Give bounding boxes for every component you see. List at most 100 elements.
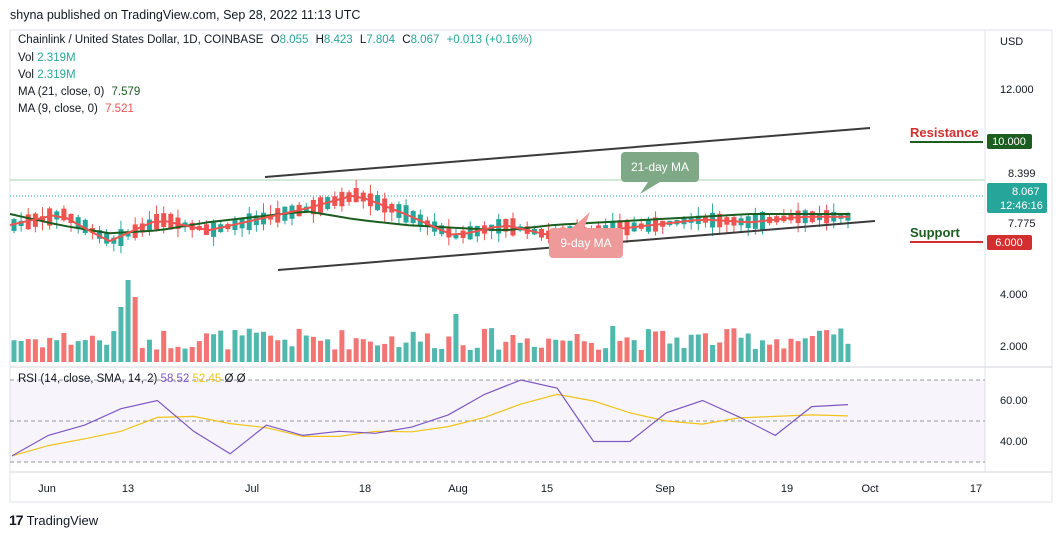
candle-body	[125, 232, 131, 237]
volume-bar	[588, 342, 594, 362]
volume-bar	[681, 347, 687, 362]
volume-bar	[382, 343, 388, 362]
volume-bar	[774, 339, 780, 362]
vol-label: Vol	[18, 52, 34, 64]
currency-label: USD	[1000, 36, 1023, 48]
candle-body	[139, 223, 145, 233]
volume-bar	[403, 342, 409, 362]
volume-bar	[809, 335, 815, 362]
volume-bar	[496, 349, 502, 362]
volume-bar	[125, 280, 131, 362]
volume-bar	[474, 347, 480, 362]
volume-bar	[146, 339, 152, 362]
candle-body	[82, 219, 88, 234]
candle-body	[161, 213, 167, 227]
candle-body	[104, 233, 110, 244]
volume-bar	[546, 338, 552, 362]
volume-bar	[645, 329, 651, 362]
volume-bar	[574, 333, 580, 362]
volume-bar	[303, 335, 309, 362]
volume-bar	[325, 339, 331, 362]
volume-bar	[710, 344, 716, 362]
volume-bar	[375, 345, 381, 362]
volume-bar	[581, 341, 587, 362]
tradingview-footer[interactable]: 17 TradingView	[9, 512, 98, 528]
volume-bar	[18, 340, 24, 362]
high-value: 8.423	[323, 34, 353, 46]
ma9-label: MA (9, close, 0)	[18, 103, 98, 115]
volume-bar	[674, 337, 680, 362]
volume-bar	[75, 341, 81, 362]
volume-bar	[702, 333, 708, 362]
volume-bar	[467, 349, 473, 362]
volume-bar	[781, 348, 787, 362]
resistance-value-tag	[987, 134, 1032, 149]
support-value-tag	[987, 235, 1032, 250]
volume-bar	[510, 335, 516, 362]
volume-bar	[567, 340, 573, 362]
ma21-line	[9, 210, 850, 235]
volume-bar	[353, 338, 359, 362]
price-tick: 4.000	[1000, 289, 1028, 301]
rsi-tick: 60.00	[1000, 395, 1028, 407]
volume-bar	[139, 348, 145, 362]
volume-bar	[275, 340, 281, 362]
volume-bar	[717, 342, 723, 362]
vol-value: 2.319M	[37, 69, 76, 81]
candle-body	[75, 217, 81, 228]
resistance-label: Resistance	[910, 125, 979, 140]
volume-bar	[824, 330, 830, 362]
volume-bar	[610, 326, 616, 362]
time-tick: 18	[359, 483, 371, 495]
candlesticks	[11, 179, 851, 254]
rsi-extra: Ø	[236, 373, 246, 385]
tradingview-logo-icon: 17	[9, 512, 24, 528]
volume-bar	[503, 341, 509, 362]
volume-bar	[802, 338, 808, 362]
volume-bar	[489, 328, 495, 362]
ma9-legend: MA (9, close, 0) 7.521	[18, 103, 134, 115]
open-value: 8.055	[279, 34, 309, 46]
candle-body	[146, 219, 152, 230]
time-tick: Sep	[655, 483, 675, 495]
price-tick: 12.000	[1000, 84, 1034, 96]
candle-body	[453, 233, 459, 239]
volume-bar	[11, 340, 17, 362]
volume-bar	[453, 314, 459, 362]
rsi-tick: 40.00	[1000, 436, 1028, 448]
chart-frame	[9, 29, 1053, 503]
ma21-callout: 21-day MA	[621, 152, 699, 194]
volume-bar	[660, 330, 666, 362]
volume-bar	[667, 343, 673, 362]
volume-bar	[218, 330, 224, 362]
rsi-sma-value: 52.45	[192, 373, 222, 385]
volume-bar	[396, 347, 402, 362]
volume-bar	[203, 333, 209, 362]
volume-bar	[596, 349, 602, 362]
volume-bar	[61, 332, 67, 362]
resistance-value: 10.000	[992, 136, 1026, 148]
time-tick: Oct	[861, 483, 878, 495]
volume-bar	[688, 334, 694, 362]
vol-legend-1: Vol 2.319M	[18, 52, 76, 64]
time-tick: 15	[541, 483, 553, 495]
volume-bar	[239, 335, 245, 362]
volume-bar	[118, 307, 124, 362]
volume-bar	[68, 344, 74, 362]
volume-bar	[788, 338, 794, 362]
volume-bar	[367, 341, 373, 362]
volume-bar	[40, 347, 46, 362]
volume-bar	[111, 331, 117, 362]
last-price-tag	[987, 183, 1047, 213]
volume-bar	[638, 349, 644, 362]
high-marker: 8.399	[1008, 168, 1036, 180]
candle-body	[61, 208, 67, 221]
symbol-legend: Chainlink / United States Dollar, 1D, CO…	[18, 34, 532, 46]
volume-bar	[296, 328, 302, 362]
volume-bar	[724, 329, 730, 362]
ma9-callout-label: 9-day MA	[560, 236, 611, 250]
volume-bar	[253, 332, 259, 362]
volume-bar	[538, 347, 544, 362]
time-tick: Jul	[245, 483, 259, 495]
